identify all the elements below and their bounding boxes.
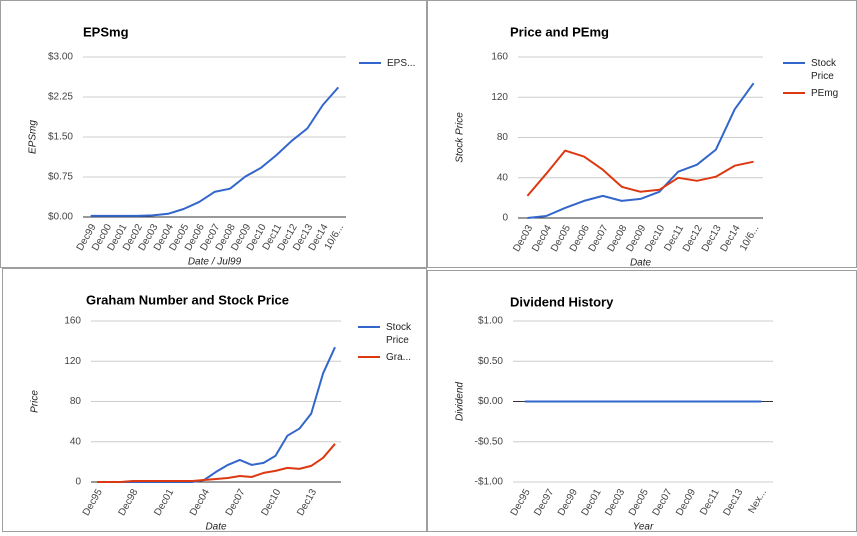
y-axis-title: Dividend	[455, 382, 466, 421]
y-tick-label: 0	[502, 213, 508, 224]
y-tick-label: $0.50	[478, 356, 503, 367]
x-tick-label: Dec13	[721, 487, 745, 518]
x-tick-label: Dec99	[556, 487, 580, 518]
chart: Price and PEmg04080120160Dec03Dec04Dec05…	[455, 24, 763, 268]
y-axis-title: Stock Price	[455, 112, 466, 163]
x-tick-label: Dec07	[224, 487, 248, 518]
legend-swatch	[358, 326, 380, 328]
legend: EPS...	[359, 57, 426, 74]
series-line	[90, 86, 340, 217]
series-line	[97, 346, 336, 483]
y-tick-label: $0.75	[48, 172, 73, 183]
x-tick-label: Dec13	[295, 487, 319, 518]
legend-label: EPS...	[387, 58, 416, 69]
legend-swatch	[358, 356, 380, 358]
y-tick-label: $0.00	[478, 396, 503, 407]
x-tick-label: Nex...	[746, 487, 769, 515]
y-tick-label: $1.50	[48, 132, 73, 143]
legend-swatch	[783, 62, 805, 64]
legend-item: PEmg	[783, 87, 853, 100]
y-axis-title: EPSmg	[28, 120, 39, 154]
chart-title: Graham Number and Stock Price	[86, 292, 289, 307]
series-line	[97, 443, 336, 483]
legend-item: Stock Price	[358, 321, 426, 347]
chart: Graham Number and Stock Price 0 40 80 120 160…	[30, 292, 341, 532]
y-tick-label: $2.25	[48, 92, 73, 103]
x-tick-label: Dec97	[532, 487, 556, 518]
chart-title: Price and PEmg	[510, 24, 609, 39]
legend-item: EPS...	[359, 57, 426, 70]
series-line	[527, 82, 755, 219]
chart-panel: Graham Number and Stock Price 0 40 80 120 160…	[2, 268, 427, 532]
chart-title: EPSmg	[83, 24, 129, 39]
y-axis-title: Price	[30, 390, 41, 413]
chart: Dividend History -$1.00 -$0.50 $0.00 $0.50 $1…	[455, 294, 773, 532]
legend: Stock Price Gra...	[358, 321, 426, 368]
y-tick-label: 80	[497, 132, 509, 143]
x-tick-label: Dec11	[698, 487, 722, 517]
x-tick-label: Dec01	[152, 487, 176, 518]
series-line	[526, 149, 754, 197]
legend-label: Gra...	[386, 352, 412, 363]
y-tick-label: -$0.50	[475, 436, 504, 447]
legend-label: Stock Price	[386, 322, 412, 346]
x-tick-label: Dec95	[509, 487, 533, 518]
legend-item: Stock Price	[783, 57, 853, 83]
x-tick-label: Dec05	[627, 487, 651, 518]
chart-panel: Price and PEmg 0 40 80 120 160 Dec03 Dec04 Dec05…	[427, 0, 857, 268]
x-tick-label: Dec09	[674, 487, 698, 518]
legend: Stock Price PEmg	[783, 57, 853, 104]
chart: EPSmg$0.00$0.75$1.50$2.25$3.00Dec99Dec00…	[28, 24, 347, 268]
y-tick-label: 160	[64, 316, 81, 327]
y-tick-label: $1.00	[478, 316, 503, 327]
y-tick-label: 0	[75, 477, 81, 488]
x-tick-label: Dec01	[580, 487, 604, 518]
y-tick-label: $0.00	[48, 212, 73, 223]
legend-label: PEmg	[811, 88, 839, 99]
chart-panel: Dividend History -$1.00 -$0.50 $0.00 $0.50 $1…	[427, 270, 857, 532]
x-tick-label: Dec03	[603, 487, 627, 518]
x-tick-label: Dec98	[117, 487, 141, 518]
chart-title: Dividend History	[510, 294, 614, 309]
x-tick-label: Dec04	[188, 487, 212, 518]
x-tick-label: 10/6...	[738, 223, 761, 253]
y-tick-label: 40	[497, 172, 509, 183]
x-axis-title: Date	[630, 258, 652, 268]
y-tick-label: 160	[491, 52, 508, 63]
y-tick-label: 120	[491, 92, 508, 103]
y-tick-label: 80	[70, 396, 82, 407]
y-tick-label: 40	[70, 436, 82, 447]
x-tick-label: Dec10	[259, 487, 283, 518]
x-tick-label: Dec07	[651, 487, 675, 518]
x-axis-title: Date	[205, 522, 227, 532]
x-axis-title: Year	[633, 522, 654, 532]
y-tick-label: $3.00	[48, 52, 73, 63]
legend-swatch	[783, 92, 805, 94]
chart-panel: EPSmg $0.00 $0.75 $1.50 $2.25 $3.00 Dec99 Dec00…	[0, 0, 427, 268]
y-tick-label: 120	[64, 356, 81, 367]
x-axis-title: Date / Jul99	[188, 257, 242, 268]
legend-item: Gra...	[358, 351, 426, 364]
legend-swatch	[359, 62, 381, 64]
legend-label: Stock Price	[811, 58, 837, 82]
x-tick-label: Dec95	[81, 487, 105, 518]
y-tick-label: -$1.00	[475, 477, 504, 488]
